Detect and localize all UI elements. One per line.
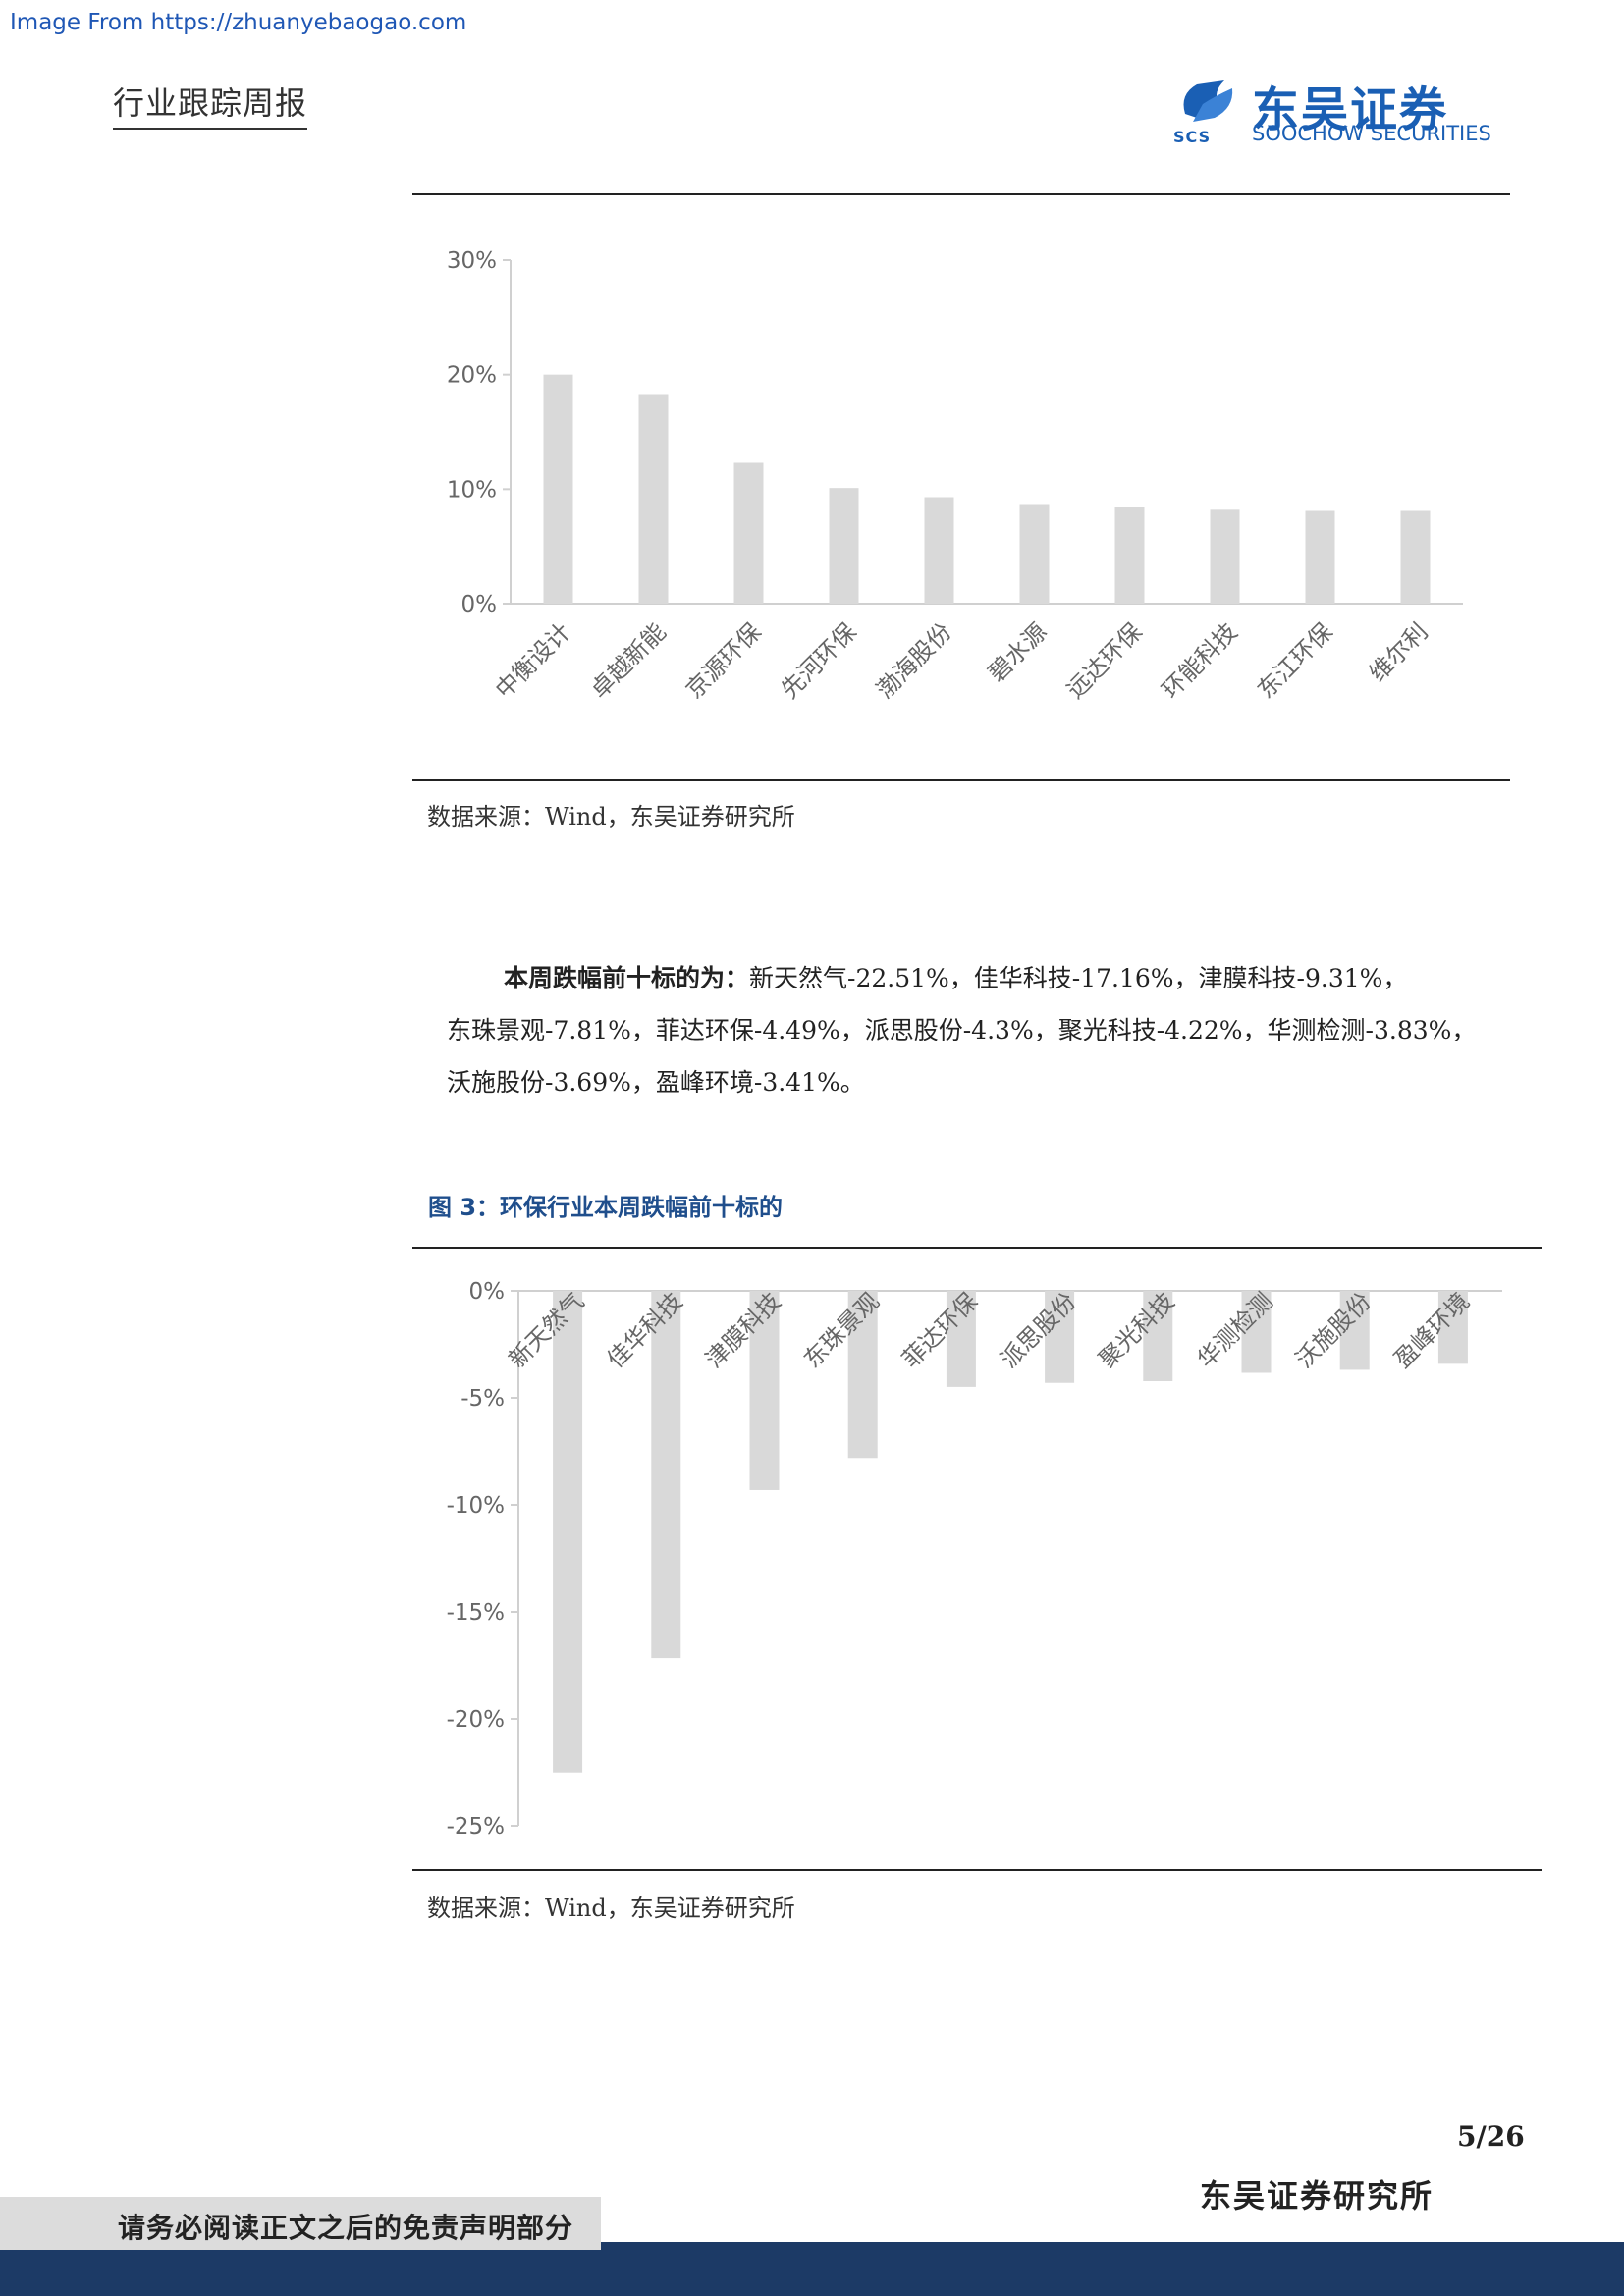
- x-category-label: 中衡设计: [490, 617, 576, 704]
- watermark-text: Image From https://zhuanyebaogao.com: [10, 10, 467, 35]
- bar: [847, 1291, 878, 1459]
- bar: [924, 497, 954, 604]
- bar: [543, 374, 573, 604]
- x-category-label: 远达环保: [1061, 617, 1148, 704]
- chart1-data-source: 数据来源：Wind，东吴证券研究所: [427, 803, 795, 830]
- bar: [733, 462, 764, 604]
- chart1-top-rule: [412, 193, 1510, 195]
- bar: [1339, 1291, 1370, 1370]
- disclaimer-box: [0, 2197, 601, 2250]
- y-tick-label: -25%: [447, 1814, 505, 1840]
- y-tick-label: -10%: [447, 1493, 505, 1519]
- paragraph-lead: 本周跌幅前十标的为：: [504, 964, 750, 992]
- y-tick-label: 10%: [447, 477, 497, 503]
- y-tick-label: 0%: [469, 1279, 506, 1305]
- chart2-top-rule: [412, 1247, 1542, 1249]
- x-category-label: 环能科技: [1157, 617, 1243, 704]
- bar: [1241, 1291, 1272, 1373]
- company-logo: 东吴证券 SOOCHOW SECURITIES SCS: [1173, 71, 1507, 147]
- x-category-label: 先河环保: [776, 617, 862, 704]
- bar: [1045, 1291, 1075, 1383]
- bar: [651, 1291, 681, 1659]
- logo-abbreviation: SCS: [1173, 128, 1212, 146]
- footer-institute: 东吴证券研究所: [1200, 2177, 1435, 2215]
- top-gainers-chart: 0% 10% 20% 30% 中衡设计 卓越新能 京源环保 先河环保 渤海股份 碧水源 远达环保 环能…: [447, 248, 1463, 704]
- bar: [553, 1291, 583, 1773]
- bar: [749, 1291, 780, 1490]
- bar: [1019, 504, 1050, 604]
- x-category-label: 东江环保: [1252, 617, 1338, 704]
- page-number: 5/26: [1457, 2120, 1525, 2153]
- x-category-label: 卓越新能: [585, 617, 672, 704]
- bar: [1305, 510, 1335, 604]
- paragraph-line-2: 东珠景观-7.81%，菲达环保-4.49%，派思股份-4.3%，聚光科技-4.2…: [447, 1016, 1477, 1044]
- bar: [1143, 1291, 1173, 1381]
- bar: [1437, 1291, 1468, 1364]
- logo-english-name: SOOCHOW SECURITIES: [1252, 122, 1491, 145]
- bar: [1400, 510, 1431, 604]
- bar: [638, 394, 669, 604]
- x-category-label: 碧水源: [983, 617, 1053, 687]
- top-decliners-chart: 0%-5%-10%-15%-20%-25%新天然气 佳华科技 津膜科技 东珠景观 菲达环…: [447, 1279, 1502, 1840]
- chart2-data-source: 数据来源：Wind，东吴证券研究所: [427, 1895, 795, 1922]
- logo-chinese-name: 东吴证券: [1252, 82, 1449, 137]
- bar: [1114, 507, 1145, 604]
- bar: [946, 1291, 976, 1387]
- x-category-label: 京源环保: [680, 617, 767, 704]
- bar: [1210, 509, 1240, 604]
- report-type-title: 行业跟踪周报: [113, 79, 308, 130]
- y-tick-label: 30%: [447, 248, 497, 274]
- figure-3-title: 图 3：环保行业本周跌幅前十标的: [428, 1194, 784, 1221]
- y-tick-label: -20%: [447, 1707, 505, 1733]
- chart2-bottom-rule: [412, 1869, 1542, 1871]
- y-tick-label: -15%: [447, 1600, 505, 1626]
- x-category-label: 渤海股份: [871, 617, 957, 704]
- y-tick-label: 0%: [461, 592, 498, 617]
- chart1-bottom-rule: [412, 779, 1510, 781]
- paragraph-line-1: 新天然气-22.51%，佳华科技-17.16%，津膜科技-9.31%，: [749, 964, 1408, 992]
- paragraph-line-3: 沃施股份-3.69%，盈峰环境-3.41%。: [447, 1068, 865, 1096]
- y-tick-label: 20%: [447, 363, 497, 389]
- bar: [829, 488, 859, 604]
- footer-bar: [0, 2242, 1624, 2296]
- disclaimer-text: 请务必阅读正文之后的免责声明部分: [118, 2212, 574, 2244]
- decliners-paragraph: 本周跌幅前十标的为：新天然气-22.51%，佳华科技-17.16%，津膜科技-9…: [447, 952, 1497, 1108]
- y-tick-label: -5%: [460, 1386, 505, 1412]
- x-category-label: 维尔利: [1364, 617, 1434, 687]
- soochow-logo-icon: [1183, 80, 1233, 122]
